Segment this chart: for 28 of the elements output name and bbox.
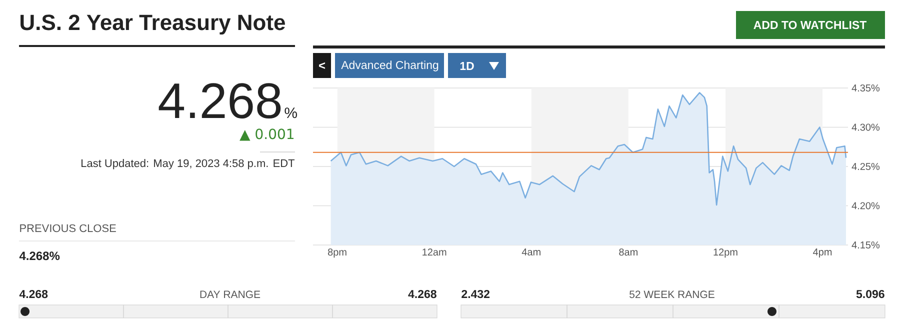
text: 2.432 [462, 290, 490, 298]
chart-title: U.S. 2 Year Treasury Note [20, 14, 285, 35]
x-tick-label: 4am [522, 248, 540, 256]
y-tick-label: 4.30% [852, 124, 880, 131]
x-tick-label: 12am [422, 248, 446, 256]
text: 1D [460, 62, 474, 70]
text: 5.096 [856, 290, 884, 298]
x-tick-label: 4pm [813, 248, 832, 258]
text: 4.268 [19, 290, 48, 298]
text: 4.268% [19, 252, 60, 260]
x-tick-label: 8pm [328, 248, 346, 258]
y-tick-label: 4.20% [852, 202, 880, 210]
y-tick-label: 4.25% [852, 162, 880, 170]
y-tick-label: 4.15% [852, 241, 880, 248]
text: Advanced Charting [341, 60, 438, 72]
text: 52 WEEK RANGE [630, 290, 714, 298]
text: ADD TO WATCHLIST [754, 20, 867, 30]
text: < [319, 62, 326, 69]
text: DAY RANGE [200, 290, 260, 298]
text: Last Updated: May 19, 2023 4:58 p.m. EDT [82, 159, 295, 170]
text: ▲ 0.001 [240, 128, 294, 141]
y-tick-label: 4.35% [852, 84, 880, 92]
x-tick-label: 8am [619, 248, 638, 256]
text: PREVIOUS CLOSE [20, 224, 116, 232]
text: % [284, 108, 298, 118]
x-tick-label: 12pm [714, 248, 738, 258]
text: 4.268 [408, 290, 436, 298]
text: 4.268 [158, 83, 281, 118]
